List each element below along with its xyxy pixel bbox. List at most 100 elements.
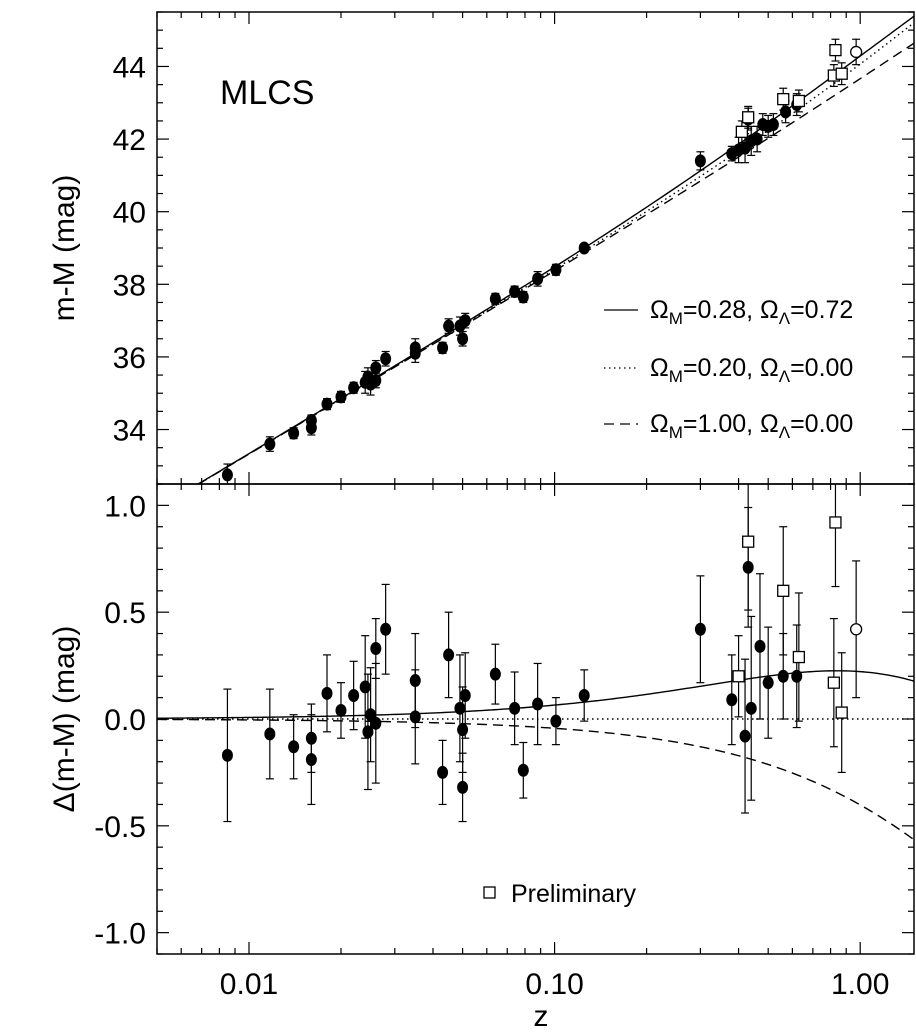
supernova-point (370, 361, 382, 375)
supernova-point (745, 701, 757, 715)
supernova-point (777, 669, 789, 683)
y-tick-label: 0.5 (104, 597, 146, 630)
supernova-point (550, 263, 562, 277)
preliminary-point (835, 706, 848, 719)
supernova-point (264, 727, 276, 741)
supernova-point (578, 689, 590, 702)
supernova-point (221, 748, 233, 762)
distance-modulus-panel: 34 36 38 40 42 44 MLCS ΩM=0.28, ΩΛ=0.72 ΩM=0.… (48, 11, 915, 485)
y-tick-label: 36 (113, 342, 146, 375)
x-tick-label: 0.10 (525, 968, 583, 1001)
supernova-point (370, 716, 382, 730)
preliminary-point (792, 94, 806, 108)
supernova-point (370, 374, 382, 388)
y-tick-label: -0.5 (94, 811, 146, 844)
supernova-point (780, 105, 792, 119)
supernova-point (335, 390, 347, 404)
preliminary-point (829, 516, 842, 529)
y-tick-label: -1.0 (94, 918, 146, 951)
supernova-point (305, 731, 317, 745)
bottom-legend: Preliminary (483, 880, 637, 908)
top-axis-ticks: 34 36 38 40 42 44 (113, 11, 914, 485)
preliminary-point (735, 125, 749, 138)
supernova-point (457, 332, 469, 346)
supernova-point (791, 669, 803, 683)
supernova-point (457, 780, 469, 794)
preliminary-point (829, 43, 842, 57)
bottom-residual-curves (157, 670, 914, 841)
supernova-point (288, 740, 300, 754)
y-tick-label: 42 (113, 124, 146, 157)
supernova-point (443, 648, 455, 662)
y-tick-label: 38 (113, 269, 146, 302)
open-circle-point (849, 623, 863, 636)
supernova-point (380, 352, 392, 366)
supernova-point (348, 381, 360, 395)
x-tick-label: 1.00 (831, 968, 889, 1001)
preliminary-point (777, 92, 790, 106)
supernova-point (509, 701, 521, 715)
supernova-point (457, 723, 469, 737)
supernova-point (694, 154, 706, 168)
preliminary-point (742, 111, 755, 124)
supernova-point (443, 319, 455, 333)
supernova-point (321, 397, 333, 411)
supernova-point (751, 132, 763, 146)
legend-label-flat-lambda: ΩM=0.28, ΩΛ=0.72 (650, 296, 853, 328)
supernova-point (489, 292, 501, 306)
supernova-point (754, 639, 766, 653)
preliminary-point (827, 676, 840, 689)
supernova-point (767, 118, 779, 132)
supernova-point (264, 437, 276, 451)
supernova-point (459, 314, 471, 328)
residual-panel: 0.01 0.10 1.00 -1.0 -0.5 0.0 0.5 1.0 Preliminar… (48, 483, 915, 1033)
supernova-point (517, 290, 529, 304)
preliminary-point (835, 67, 848, 80)
preliminary-point (792, 650, 806, 664)
legend-label-open: ΩM=0.20, ΩΛ=0.00 (650, 354, 853, 386)
supernova-point (578, 241, 590, 255)
open-circle-point (849, 45, 863, 59)
supernova-point (726, 693, 738, 707)
supernova-point (348, 689, 360, 702)
supernova-point (694, 622, 706, 636)
bottom-axis-ticks: 0.01 0.10 1.00 -1.0 -0.5 0.0 0.5 1.0 (94, 483, 914, 1001)
panel-label: MLCS (220, 74, 314, 112)
legend-label-einstein-de-sitter: ΩM=1.00, ΩΛ=0.00 (650, 410, 853, 442)
y-tick-label: 44 (113, 51, 146, 84)
supernova-point (509, 285, 521, 299)
top-data-points (221, 38, 863, 484)
legend-preliminary-label: Preliminary (511, 880, 637, 908)
bottom-data-points (221, 484, 863, 823)
supernova-point (221, 468, 233, 482)
supernova-point (437, 341, 449, 355)
supernova-point (359, 680, 371, 694)
supernova-point (517, 763, 529, 777)
supernova-point (739, 729, 751, 743)
legend-preliminary-marker (483, 886, 496, 899)
supernova-point (321, 686, 333, 700)
y-tick-label: 40 (113, 197, 146, 230)
x-tick-label: 0.01 (220, 968, 278, 1001)
supernova-point (409, 346, 421, 360)
supernova-point (489, 667, 501, 681)
supernova-point (409, 710, 421, 724)
supernova-point (762, 676, 774, 690)
supernova-point (459, 689, 471, 702)
supernova-point (305, 413, 317, 427)
x-axis-title: z (534, 1000, 549, 1031)
preliminary-point (742, 535, 755, 548)
top-y-axis-title: m-M (mag) (48, 175, 81, 322)
y-tick-label: 34 (113, 415, 146, 448)
y-tick-label: 0.0 (104, 704, 146, 737)
preliminary-point (777, 584, 790, 597)
supernova-point (380, 622, 392, 636)
supernova-point (335, 703, 347, 717)
supernova-point (454, 701, 466, 715)
bottom-y-axis-title: Δ(m-M) (mag) (48, 626, 81, 813)
supernova-point (437, 765, 449, 779)
supernova-point (532, 697, 544, 711)
supernova-point (532, 272, 544, 286)
